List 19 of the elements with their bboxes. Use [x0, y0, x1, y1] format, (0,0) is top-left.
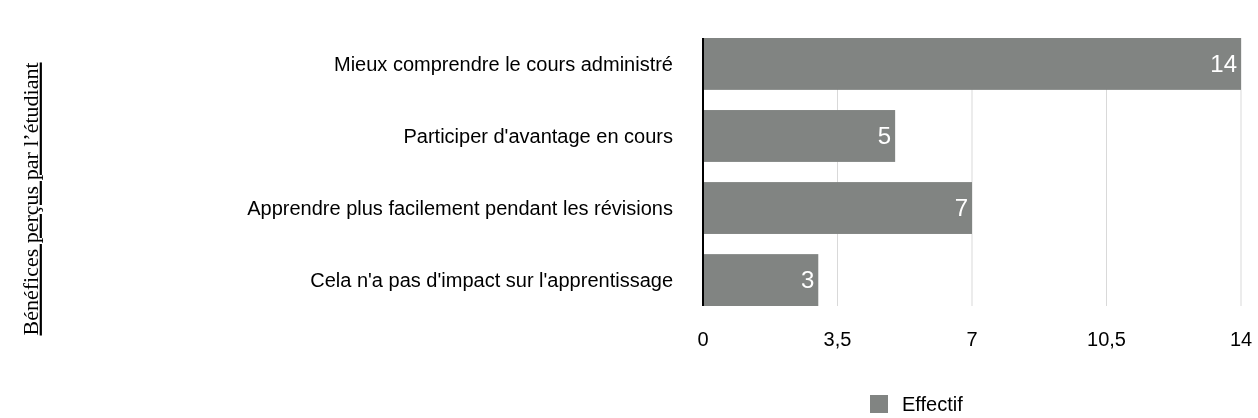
- y-tick-label: Participer d'avantage en cours: [403, 124, 673, 147]
- bar: [703, 38, 1241, 90]
- x-tick-label: 3,5: [823, 328, 852, 350]
- bar: [703, 110, 896, 162]
- x-tick-label: 14: [1229, 328, 1253, 350]
- x-tick-label: 10,5: [1087, 328, 1126, 350]
- x-tick-label: 7: [966, 328, 978, 350]
- y-tick-label: Cela n'a pas d'impact sur l'apprentissage: [310, 269, 673, 292]
- data-label: 3: [800, 266, 815, 294]
- text: Bénéfices perçus par l’étudiant: [17, 62, 43, 336]
- bar: [703, 254, 819, 306]
- x-tick-label: 0: [697, 328, 709, 350]
- data-label: 5: [877, 122, 892, 150]
- bar: [703, 182, 972, 234]
- legend-label: Effectif: [902, 393, 964, 415]
- data-label: 14: [1210, 50, 1237, 78]
- y-tick-label: Apprendre plus facilement pendant les révisions: [247, 197, 673, 220]
- data-label: 7: [954, 194, 968, 222]
- y-tick-label: Mieux comprendre le cours administré: [333, 52, 673, 75]
